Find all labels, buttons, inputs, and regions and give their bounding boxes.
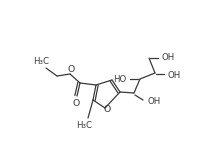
Text: HO: HO bbox=[113, 76, 126, 84]
Text: H₃C: H₃C bbox=[76, 121, 92, 129]
Text: OH: OH bbox=[147, 97, 160, 107]
Text: OH: OH bbox=[162, 52, 175, 62]
Text: OH: OH bbox=[168, 70, 181, 80]
Text: O: O bbox=[72, 98, 80, 107]
Text: O: O bbox=[103, 106, 111, 114]
Text: O: O bbox=[67, 65, 75, 73]
Text: H₃C: H₃C bbox=[33, 58, 49, 66]
